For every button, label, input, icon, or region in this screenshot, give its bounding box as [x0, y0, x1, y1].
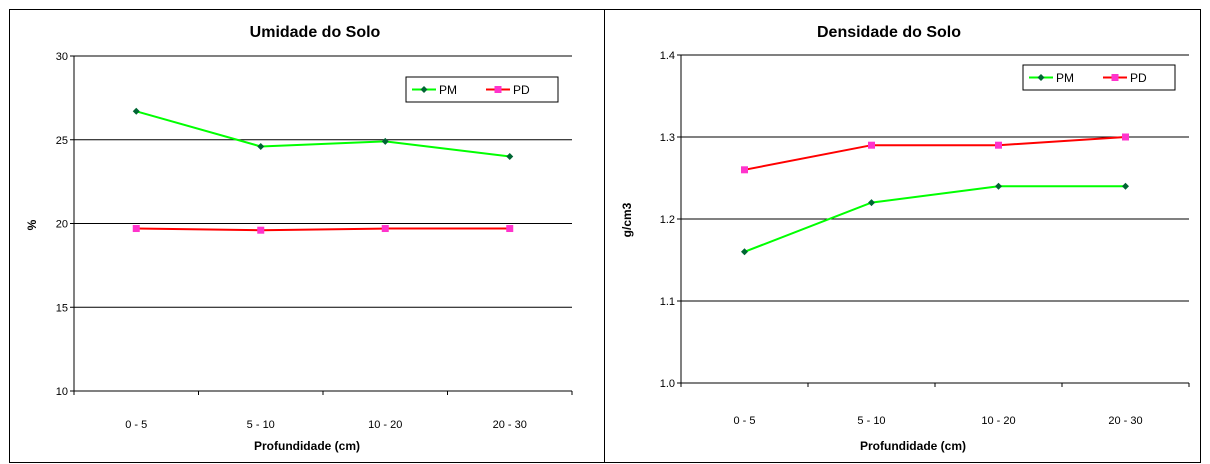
legend: PM PD — [405, 76, 559, 103]
x-tick-label: 0 - 5 — [733, 415, 755, 427]
chart-title: Umidade do Solo — [250, 24, 381, 41]
data-point-pm — [995, 182, 1002, 190]
data-point-pm — [132, 107, 140, 115]
data-point-pm — [1122, 182, 1129, 190]
data-point-pd — [381, 225, 389, 233]
data-point-pm — [381, 137, 389, 145]
legend-label-pm: PM — [439, 83, 457, 97]
data-point-pd — [868, 141, 875, 149]
data-point-pd — [1122, 133, 1129, 141]
series-line-pd — [136, 227, 510, 232]
series-line-pm — [744, 185, 1126, 253]
chart-panel-densidade: Densidade do Solo Profundidade (cm) g/cm… — [604, 9, 1201, 463]
data-point-pd — [506, 225, 514, 233]
series-line-pd — [744, 136, 1126, 171]
data-point-pm — [257, 142, 265, 150]
chart-panel-umidade: Umidade do Solo Profundidade (cm) % 10 15… — [9, 9, 605, 463]
plot-area: 10 15 20 25 30 0 - 5 5 - 10 10 - 20 20 - 30 — [56, 51, 573, 431]
legend-label-pd: PD — [513, 83, 530, 97]
chart-title: Densidade do Solo — [817, 24, 961, 41]
y-tick-label: 1.4 — [660, 50, 675, 62]
data-point-pd — [132, 225, 140, 233]
x-axis-label: Profundidade (cm) — [860, 439, 966, 453]
chart-densidade: Densidade do Solo Profundidade (cm) g/cm… — [620, 24, 1190, 453]
legend: PM PD — [1022, 64, 1176, 91]
y-tick-label: 25 — [56, 135, 68, 147]
x-tick-label: 0 - 5 — [125, 419, 147, 431]
y-tick-label: 20 — [56, 219, 68, 231]
data-point-pd — [995, 141, 1002, 149]
data-point-pm — [741, 248, 748, 256]
y-axis-label: g/cm3 — [620, 202, 634, 237]
data-point-pm — [868, 199, 875, 207]
data-point-pd — [257, 226, 265, 234]
legend-label-pm: PM — [1056, 71, 1074, 85]
y-tick-label: 1.0 — [660, 378, 675, 390]
legend-marker-pm — [1037, 74, 1045, 81]
x-tick-label: 10 - 20 — [368, 419, 402, 431]
chart-umidade: Umidade do Solo Profundidade (cm) % 10 15… — [25, 24, 573, 453]
legend-marker-pd — [1111, 74, 1119, 81]
plot-area: 1.0 1.1 1.2 1.3 1.4 0 - 5 5 - 10 10 - 20 20 - 30 — [660, 50, 1190, 427]
y-tick-label: 30 — [56, 51, 68, 63]
y-tick-label: 10 — [56, 386, 68, 398]
data-point-pd — [741, 166, 748, 174]
legend-box — [1022, 64, 1176, 91]
x-tick-label: 10 - 20 — [981, 415, 1015, 427]
legend-marker-pd — [494, 86, 502, 93]
y-tick-label: 15 — [56, 302, 68, 314]
y-axis-label: % — [25, 219, 39, 230]
y-tick-label: 1.3 — [660, 132, 675, 144]
x-axis-label: Profundidade (cm) — [254, 439, 360, 453]
legend-label-pd: PD — [1130, 71, 1147, 85]
series-line-pm — [135, 110, 510, 158]
y-tick-label: 1.1 — [660, 296, 675, 308]
x-tick-label: 20 - 30 — [493, 419, 527, 431]
x-tick-label: 5 - 10 — [247, 419, 275, 431]
data-point-pm — [506, 153, 514, 160]
x-tick-label: 5 - 10 — [857, 415, 885, 427]
x-tick-label: 20 - 30 — [1108, 415, 1142, 427]
y-tick-label: 1.2 — [660, 214, 675, 226]
legend-marker-pm — [420, 86, 428, 93]
